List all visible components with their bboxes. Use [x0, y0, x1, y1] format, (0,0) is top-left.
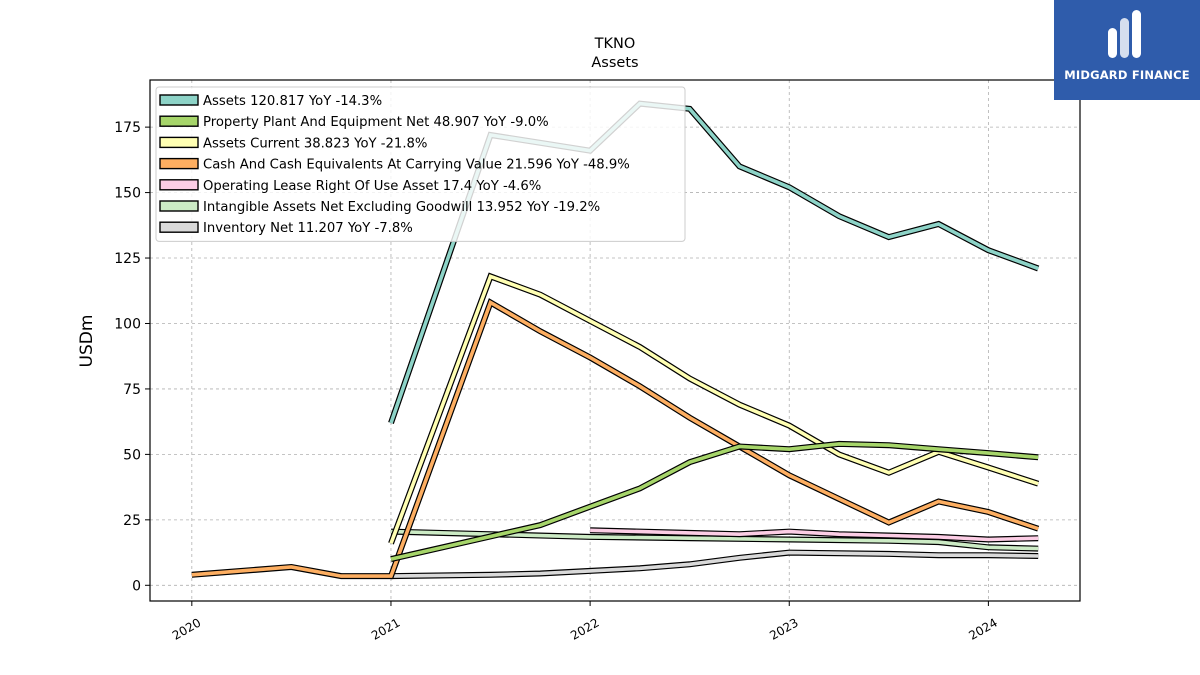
series-line: [390, 529, 1039, 551]
y-tick-label: 75: [123, 382, 141, 398]
y-tick-label: 50: [123, 447, 141, 463]
x-tick-label: 2022: [568, 615, 601, 642]
x-tick-label: 2023: [767, 615, 800, 642]
legend-label: Cash And Cash Equivalents At Carrying Va…: [203, 158, 630, 173]
series-line: [191, 299, 1039, 578]
y-tick-label: 175: [114, 120, 141, 136]
legend-swatch: [159, 136, 199, 149]
legend-label: Assets 120.817 YoY -14.3%: [203, 94, 382, 109]
x-tick-label: 2021: [369, 615, 402, 642]
plot-frame: [149, 79, 1081, 602]
series-lines: [191, 100, 1040, 580]
series-line: [590, 528, 1039, 542]
series-line: [390, 550, 1039, 578]
legend-swatch: [159, 221, 199, 233]
legend-label: Inventory Net 11.207 YoY -7.8%: [203, 221, 413, 236]
legend-swatch: [159, 115, 199, 127]
legend: Assets 120.817 YoY -14.3% Property Plant …: [155, 86, 686, 242]
x-tick-label: 2024: [966, 615, 999, 642]
y-tick-label: 100: [114, 316, 141, 332]
logo-icon: [1108, 10, 1141, 58]
legend-label: Assets Current 38.823 YoY -21.8%: [203, 136, 427, 151]
legend-label: Intangible Assets Net Excluding Goodwill…: [203, 200, 600, 215]
chart-title: TKNO: [594, 36, 636, 52]
series-line: [390, 442, 1039, 561]
legend-swatch: [159, 200, 199, 212]
chart-subtitle: Assets: [591, 55, 638, 71]
logo-text: MIDGARD FINANCE: [1064, 68, 1190, 82]
x-tick-label: 2020: [170, 615, 203, 642]
y-axis-label: USDm: [77, 315, 97, 368]
y-tick-label: 25: [123, 513, 141, 529]
logo-badge: MIDGARD FINANCE: [1054, 0, 1200, 100]
y-tick-label: 150: [114, 186, 141, 202]
legend-swatch: [159, 94, 199, 106]
legend-swatch: [159, 179, 199, 191]
legend-label: Property Plant And Equipment Net 48.907 …: [203, 115, 549, 130]
legend-label: Operating Lease Right Of Use Asset 17.4 …: [203, 179, 541, 194]
legend-box: [155, 86, 686, 242]
legend-swatch: [159, 157, 199, 170]
y-tick-label: 0: [132, 578, 141, 594]
y-tick-label: 125: [114, 251, 141, 267]
